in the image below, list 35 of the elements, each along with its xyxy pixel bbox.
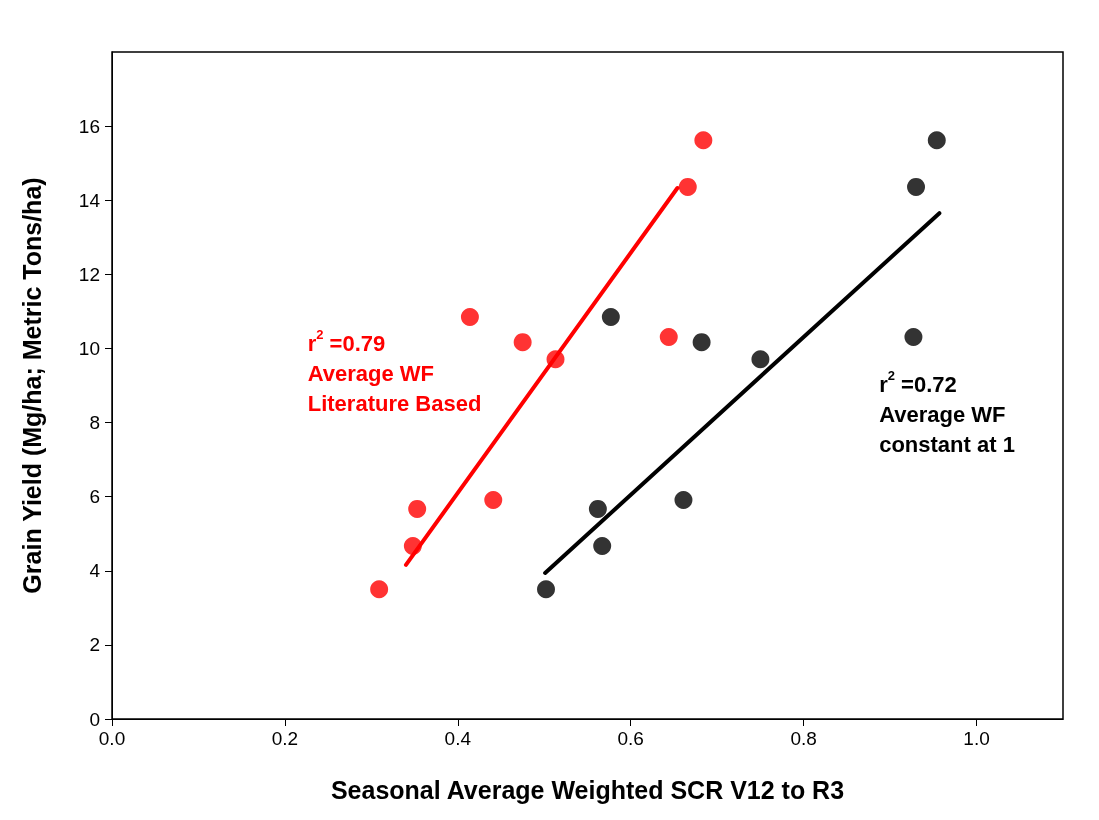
- point: [692, 333, 711, 352]
- point: [370, 580, 389, 599]
- point: [694, 131, 713, 150]
- point: [513, 333, 532, 352]
- x-tick-label: 0.8: [790, 728, 817, 749]
- y-tick-label: 10: [78, 337, 100, 359]
- x-tick-label: 0.0: [98, 728, 126, 749]
- y-tick-label: 12: [78, 263, 100, 285]
- point: [678, 177, 697, 196]
- point: [537, 580, 555, 599]
- y-tick-label: 4: [89, 560, 101, 582]
- point: [408, 499, 427, 518]
- y-tick-label: 14: [78, 189, 101, 211]
- point: [751, 350, 770, 369]
- point: [588, 499, 607, 518]
- point: [907, 177, 926, 196]
- point: [927, 131, 946, 150]
- y-tick-label: 16: [78, 115, 100, 137]
- point: [593, 536, 612, 555]
- point: [674, 491, 693, 509]
- point: [460, 307, 479, 326]
- point: [659, 327, 678, 346]
- point: [601, 307, 620, 326]
- x-tick-label: 1.0: [963, 728, 990, 749]
- y-tick-label: 0: [89, 708, 100, 730]
- x-tick-label: 0.2: [271, 728, 299, 749]
- x-tick-label: 0.6: [617, 728, 644, 749]
- y-tick-label: 6: [89, 486, 100, 508]
- point: [484, 491, 503, 509]
- y-axis-title: Grain Yield (Mg/ha; Metric Tons/ha): [17, 177, 46, 594]
- x-axis-title: Seasonal Average Weighted SCR V12 to R3: [330, 775, 845, 804]
- y-tick-label: 8: [89, 412, 100, 434]
- point: [904, 327, 923, 346]
- y-tick-label: 2: [89, 634, 100, 656]
- x-tick-label: 0.4: [444, 728, 472, 749]
